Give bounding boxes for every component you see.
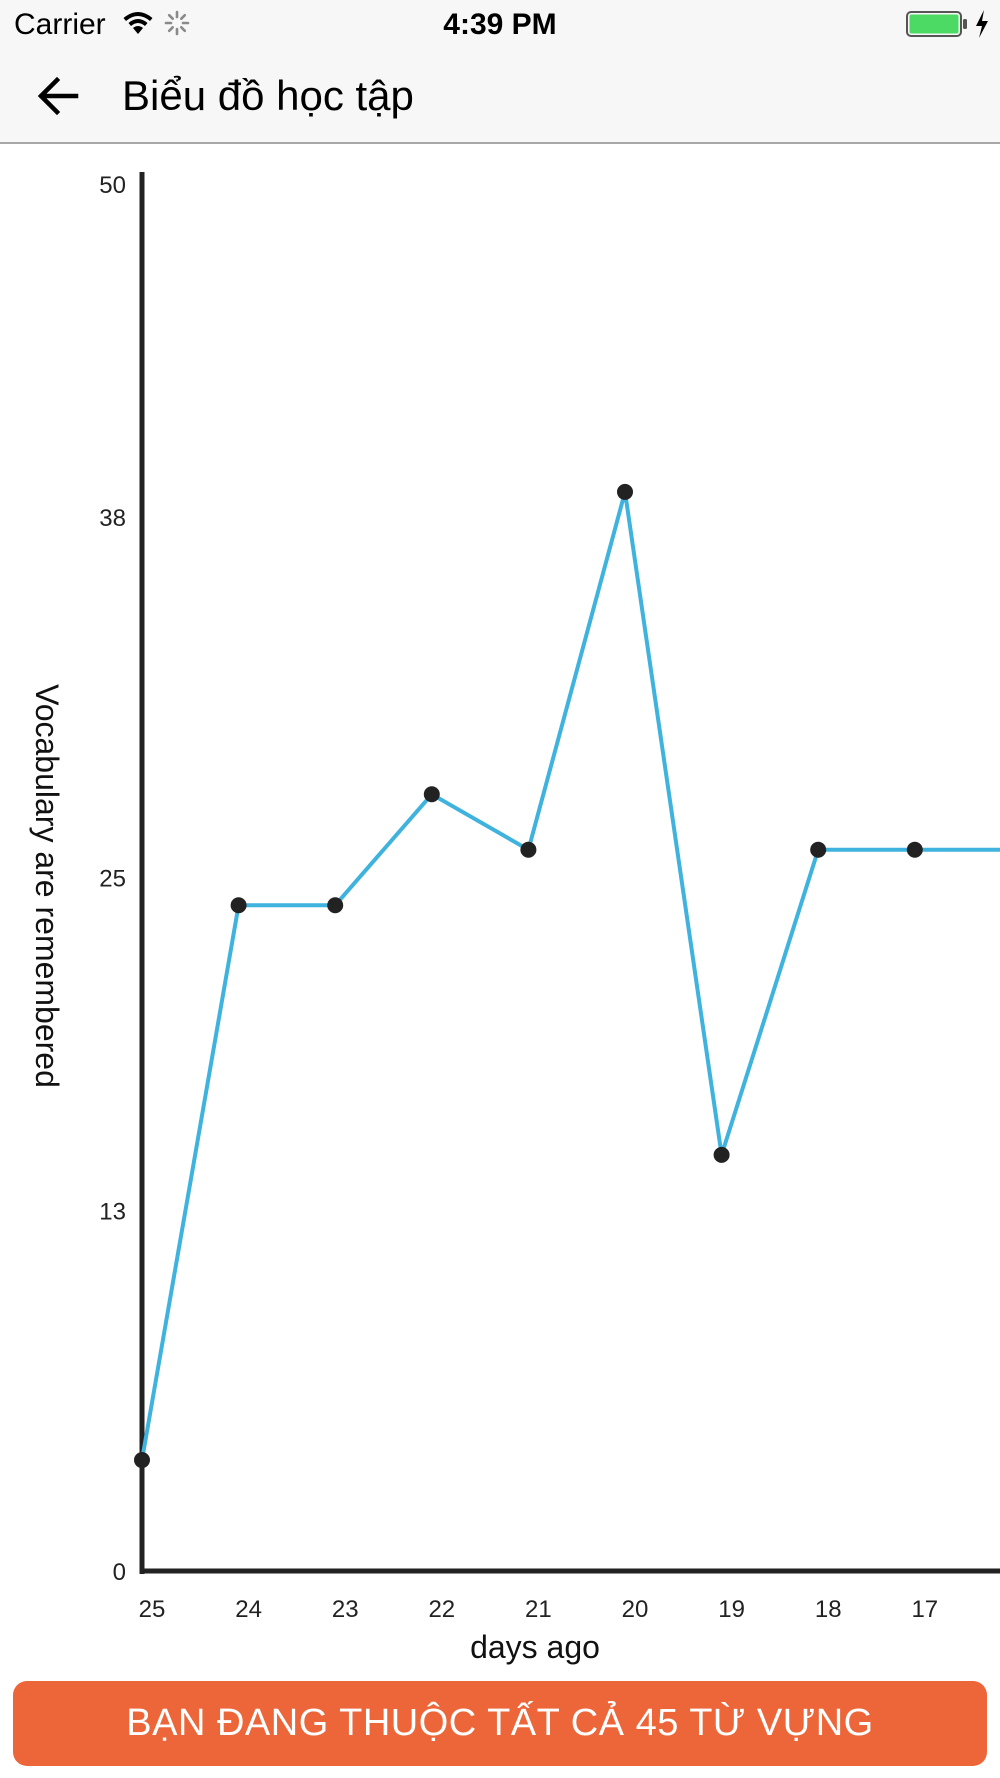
x-tick-label: 24: [235, 1596, 262, 1623]
y-axis-ticks: 0 13 25 38 50: [99, 172, 126, 1586]
x-tick-label: 17: [911, 1596, 938, 1623]
x-axis-title: days ago: [470, 1629, 600, 1665]
status-bar: Carrier 4:39 PM: [0, 0, 1000, 50]
activity-spinner-icon: [164, 10, 190, 36]
summary-button[interactable]: BẠN ĐANG THUỘC TẤT CẢ 45 TỪ VỰNG: [13, 1681, 987, 1766]
page-title: Biểu đồ học tập: [122, 72, 414, 119]
y-tick-label: 50: [99, 172, 126, 199]
data-point: [327, 897, 344, 914]
navigation-bar: Biểu đồ học tập: [0, 50, 1000, 144]
data-point: [617, 483, 633, 500]
battery-icon: [906, 11, 967, 37]
data-point: [520, 841, 537, 858]
status-time: 4:39 PM: [443, 8, 557, 41]
data-markers: [134, 483, 923, 1469]
x-tick-label: 25: [139, 1596, 166, 1623]
x-tick-label: 18: [815, 1596, 842, 1623]
y-tick-label: 13: [99, 1198, 126, 1225]
x-tick-label: 21: [525, 1596, 552, 1623]
back-button[interactable]: [26, 66, 90, 126]
x-tick-label: 19: [718, 1596, 745, 1623]
x-tick-label: 20: [622, 1596, 649, 1623]
y-tick-label: 25: [99, 866, 126, 893]
carrier-label: Carrier: [14, 8, 106, 41]
series-line: [140, 491, 1000, 1461]
y-tick-label: 0: [113, 1559, 126, 1586]
data-point: [134, 1452, 150, 1469]
y-tick-label: 38: [99, 505, 126, 532]
x-tick-label: 23: [332, 1596, 359, 1623]
charging-bolt-icon: [976, 10, 988, 38]
data-point: [230, 897, 247, 914]
x-tick-label: 22: [428, 1596, 455, 1623]
data-point: [713, 1146, 730, 1163]
y-axis-title: Vocabulary are remembered: [29, 684, 65, 1088]
data-point: [423, 786, 440, 803]
x-axis-ticks: 25 24 23 22 21 20 19 18 17: [139, 1596, 939, 1623]
arrow-left-icon: [37, 76, 79, 116]
wifi-icon: [123, 12, 153, 34]
data-point: [906, 841, 923, 858]
data-point: [810, 841, 827, 858]
learning-chart: 0 13 25 38 50 25 24 23 22 21 20 19 18 17 Vocabulary …: [29, 172, 1000, 1665]
